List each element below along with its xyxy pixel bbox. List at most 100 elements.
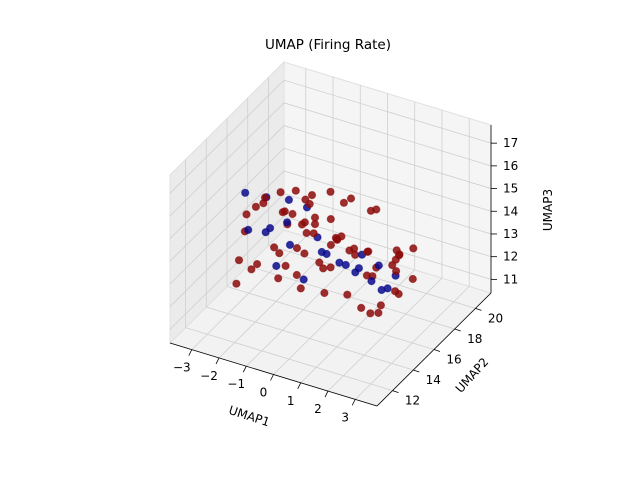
data-point [309, 229, 318, 238]
x-gridline [300, 101, 416, 384]
data-point [241, 188, 250, 197]
data-point [326, 187, 335, 196]
data-point [284, 195, 293, 204]
x-tick-label: −2 [200, 369, 218, 383]
y-tick [433, 349, 441, 352]
z-tick-label: 15 [503, 182, 518, 196]
x-gridline [327, 110, 443, 392]
data-point [372, 205, 381, 214]
x-tick [242, 366, 247, 373]
x-tick-label: 2 [314, 402, 322, 416]
y-gridline [226, 118, 435, 350]
y-tick [475, 308, 482, 311]
x-gridline [354, 118, 470, 400]
data-point [409, 244, 418, 253]
data-point [351, 268, 360, 277]
chart-title: UMAP (Firing Rate) [265, 37, 391, 53]
data-point [326, 240, 335, 250]
y-tick-label: 14 [426, 373, 441, 387]
data-point [232, 279, 241, 288]
y-tick-label: 18 [467, 332, 482, 346]
data-point [292, 244, 302, 253]
z-tick-label: 11 [503, 272, 518, 286]
y-tick [392, 390, 399, 393]
z-axis-label: UMAP3 [541, 189, 555, 231]
data-point [319, 264, 328, 273]
data-point [363, 247, 372, 256]
data-point [278, 208, 287, 217]
data-point [299, 275, 308, 284]
data-point [374, 261, 383, 270]
z-gridline [169, 79, 492, 194]
x-tick-label: 3 [341, 410, 349, 424]
data-point [276, 188, 285, 197]
y-gridline [268, 77, 476, 309]
data-point [307, 191, 317, 200]
data-point [408, 274, 417, 284]
axes-panes [169, 60, 492, 407]
data-point [305, 199, 314, 209]
data-point [343, 290, 352, 299]
data-point [270, 243, 279, 252]
y-tick [413, 369, 420, 373]
y-gridline [247, 97, 455, 330]
data-point [392, 267, 401, 276]
y-gridline [205, 139, 414, 371]
data-point [326, 263, 335, 272]
data-point [281, 261, 290, 270]
x-tick-label: −1 [227, 377, 245, 391]
z-tick-label: 14 [503, 204, 518, 218]
data-point [310, 213, 320, 222]
data-point [326, 215, 335, 224]
z-tick-label: 17 [503, 136, 518, 150]
data-point [315, 258, 324, 267]
x-tick [351, 399, 356, 406]
data-point [394, 251, 404, 260]
data-point [346, 194, 356, 203]
data-point [333, 235, 342, 244]
data-point [260, 193, 270, 202]
z-tick-label: 12 [503, 250, 518, 264]
data-point [376, 301, 385, 310]
data-point [350, 244, 359, 253]
data-point [266, 224, 275, 233]
x-tick [188, 349, 193, 356]
z-tick-label: 13 [503, 227, 518, 241]
data-point [291, 186, 300, 195]
z-gridline [169, 215, 492, 330]
data-point [275, 249, 284, 258]
data-point [253, 260, 262, 269]
data-point [374, 308, 383, 317]
data-point [242, 210, 251, 219]
y-tick-label: 20 [488, 311, 503, 325]
z-gridline [169, 147, 492, 262]
axes-grid [169, 68, 492, 400]
data-point [339, 198, 348, 207]
data-point [391, 287, 400, 296]
z-gridline [169, 102, 492, 217]
data-point [274, 274, 283, 283]
data-point [377, 285, 386, 295]
data-point [362, 271, 371, 280]
data-point [234, 256, 244, 265]
data-point [244, 225, 253, 234]
data-point [366, 309, 375, 318]
data-point [367, 277, 376, 286]
data-point [322, 249, 331, 259]
data-point [272, 261, 281, 271]
x-gridline [273, 93, 388, 375]
y-tick-label: 16 [446, 353, 461, 367]
data-point [357, 303, 366, 312]
y-tick-label: 12 [405, 394, 420, 408]
data-point [300, 218, 309, 227]
x-tick [297, 382, 302, 389]
data-point [320, 288, 329, 298]
x-tick [270, 374, 274, 381]
y-tick [454, 328, 461, 332]
x-tick-label: 1 [287, 394, 295, 408]
data-point [302, 228, 311, 238]
data-point [283, 218, 292, 227]
data-point [300, 249, 309, 258]
